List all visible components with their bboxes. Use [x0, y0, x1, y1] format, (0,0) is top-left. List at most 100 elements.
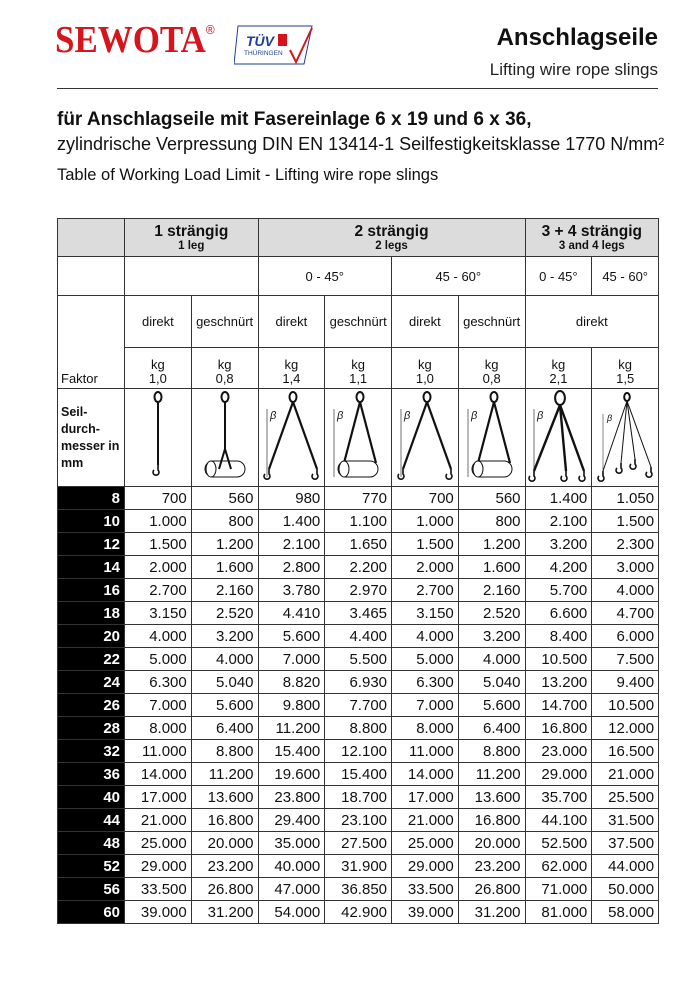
load-cell: 9.800 — [257, 693, 326, 717]
load-cell: 10.500 — [524, 647, 593, 671]
load-cell: 1.200 — [190, 532, 259, 556]
svg-text:THÜRINGEN: THÜRINGEN — [244, 49, 283, 57]
mode-header: geschnürt — [324, 295, 393, 348]
sewota-logo: SEWOTA® — [55, 18, 215, 62]
unit-label: kg — [284, 357, 299, 372]
load-cell: 6.300 — [391, 670, 459, 694]
load-cell: 16.800 — [190, 808, 259, 832]
load-cell: 13.600 — [457, 785, 526, 809]
load-cell: 2.970 — [324, 578, 393, 602]
load-cell: 5.000 — [391, 647, 459, 671]
load-cell: 12.000 — [591, 716, 660, 740]
load-cell: 8.800 — [324, 716, 393, 740]
svg-text:β: β — [536, 410, 544, 422]
group-3-4-legs: 3 + 4 strängig 3 and 4 legs — [524, 218, 660, 257]
factor-cell: kg 1,1 — [324, 347, 393, 389]
diameter-cell: 10 — [57, 509, 125, 533]
load-cell: 4.000 — [457, 647, 526, 671]
unit-label: kg — [418, 357, 432, 372]
load-cell: 25.500 — [591, 785, 660, 809]
load-cell: 58.000 — [591, 900, 660, 924]
angle-header: 45 - 60° — [391, 256, 526, 296]
table-row: 32 11.000 8.800 15.400 12.100 11.000 8.800 23.0… — [57, 739, 660, 763]
load-cell: 33.500 — [391, 877, 459, 901]
load-cell: 3.200 — [190, 624, 259, 648]
diameter-cell: 14 — [57, 555, 125, 579]
unit-label: kg — [151, 357, 165, 372]
load-cell: 14.000 — [391, 762, 459, 786]
load-cell: 1.000 — [391, 509, 459, 533]
load-cell: 31.500 — [591, 808, 660, 832]
load-cell: 29.000 — [524, 762, 593, 786]
mode-header: direkt — [391, 295, 459, 348]
svg-text:β: β — [470, 410, 478, 422]
load-cell: 2.160 — [190, 578, 259, 602]
factor-value: 0,8 — [482, 371, 501, 386]
load-cell: 7.000 — [257, 647, 326, 671]
load-cell: 26.800 — [190, 877, 259, 901]
load-cell: 4.000 — [591, 578, 660, 602]
load-cell: 27.500 — [324, 831, 393, 855]
diameter-cell: 22 — [57, 647, 125, 671]
diameter-label: Seil-durch-messer in mm — [57, 388, 125, 487]
mode-header: direkt — [124, 295, 192, 348]
brand-name: SEWOTA — [55, 19, 206, 61]
factor-value: 1,1 — [349, 371, 368, 386]
two-leg-direct-sling-icon: β — [391, 388, 459, 487]
factor-cell: kg 1,5 — [591, 347, 660, 389]
diameter-cell: 12 — [57, 532, 125, 556]
load-cell: 71.000 — [524, 877, 593, 901]
load-cell: 9.400 — [591, 670, 660, 694]
load-cell: 35.000 — [257, 831, 326, 855]
load-cell: 1.050 — [591, 486, 660, 510]
load-cell: 23.200 — [457, 854, 526, 878]
load-cell: 6.930 — [324, 670, 393, 694]
mode-header: geschnürt — [190, 295, 259, 348]
table-row: 26 7.000 5.600 9.800 7.700 7.000 5.600 14.700 10… — [57, 693, 660, 717]
angle-header: 0 - 45° — [257, 256, 393, 296]
load-cell: 11.000 — [124, 739, 192, 763]
load-cell: 6.300 — [124, 670, 192, 694]
load-cell: 21.000 — [391, 808, 459, 832]
load-cell: 21.000 — [591, 762, 660, 786]
load-cell: 1.500 — [124, 532, 192, 556]
load-cell: 1.500 — [391, 532, 459, 556]
load-cell: 17.000 — [391, 785, 459, 809]
load-cell: 15.400 — [324, 762, 393, 786]
load-cell: 980 — [257, 486, 326, 510]
diameter-cell: 28 — [57, 716, 125, 740]
page-title: Anschlagseile — [496, 24, 658, 51]
diameter-cell: 56 — [57, 877, 125, 901]
load-cell: 50.000 — [591, 877, 660, 901]
mode-header: direkt — [524, 295, 660, 348]
diameter-cell: 60 — [57, 900, 125, 924]
load-cell: 16.800 — [524, 716, 593, 740]
load-cell: 7.000 — [391, 693, 459, 717]
load-cell: 1.400 — [257, 509, 326, 533]
load-cell: 2.520 — [190, 601, 259, 625]
group-2-legs: 2 strängig 2 legs — [257, 218, 526, 257]
load-cell: 44.100 — [524, 808, 593, 832]
load-cell: 1.600 — [190, 555, 259, 579]
two-leg-choked-sling-icon: β — [457, 388, 526, 487]
diameter-cell: 20 — [57, 624, 125, 648]
load-cell: 770 — [324, 486, 393, 510]
load-cell: 10.500 — [591, 693, 660, 717]
intro-table-title: Table of Working Load Limit - Lifting wi… — [57, 166, 439, 184]
two-leg-direct-sling-icon: β — [257, 388, 326, 487]
unit-label: kg — [217, 357, 232, 372]
load-cell: 29.400 — [257, 808, 326, 832]
load-cell: 3.000 — [591, 555, 660, 579]
table-row: 56 33.500 26.800 47.000 36.850 33.500 26.800 71… — [57, 877, 660, 901]
load-cell: 11.200 — [457, 762, 526, 786]
factor-cell: kg 1,0 — [391, 347, 459, 389]
load-cell: 42.900 — [324, 900, 393, 924]
angle-header: 0 - 45° — [524, 256, 593, 296]
load-cell: 6.400 — [190, 716, 259, 740]
diameter-cell: 36 — [57, 762, 125, 786]
diameter-cell: 8 — [57, 486, 125, 510]
load-cell: 6.000 — [591, 624, 660, 648]
load-cell: 2.200 — [324, 555, 393, 579]
diameter-cell: 48 — [57, 831, 125, 855]
load-cell: 4.000 — [190, 647, 259, 671]
